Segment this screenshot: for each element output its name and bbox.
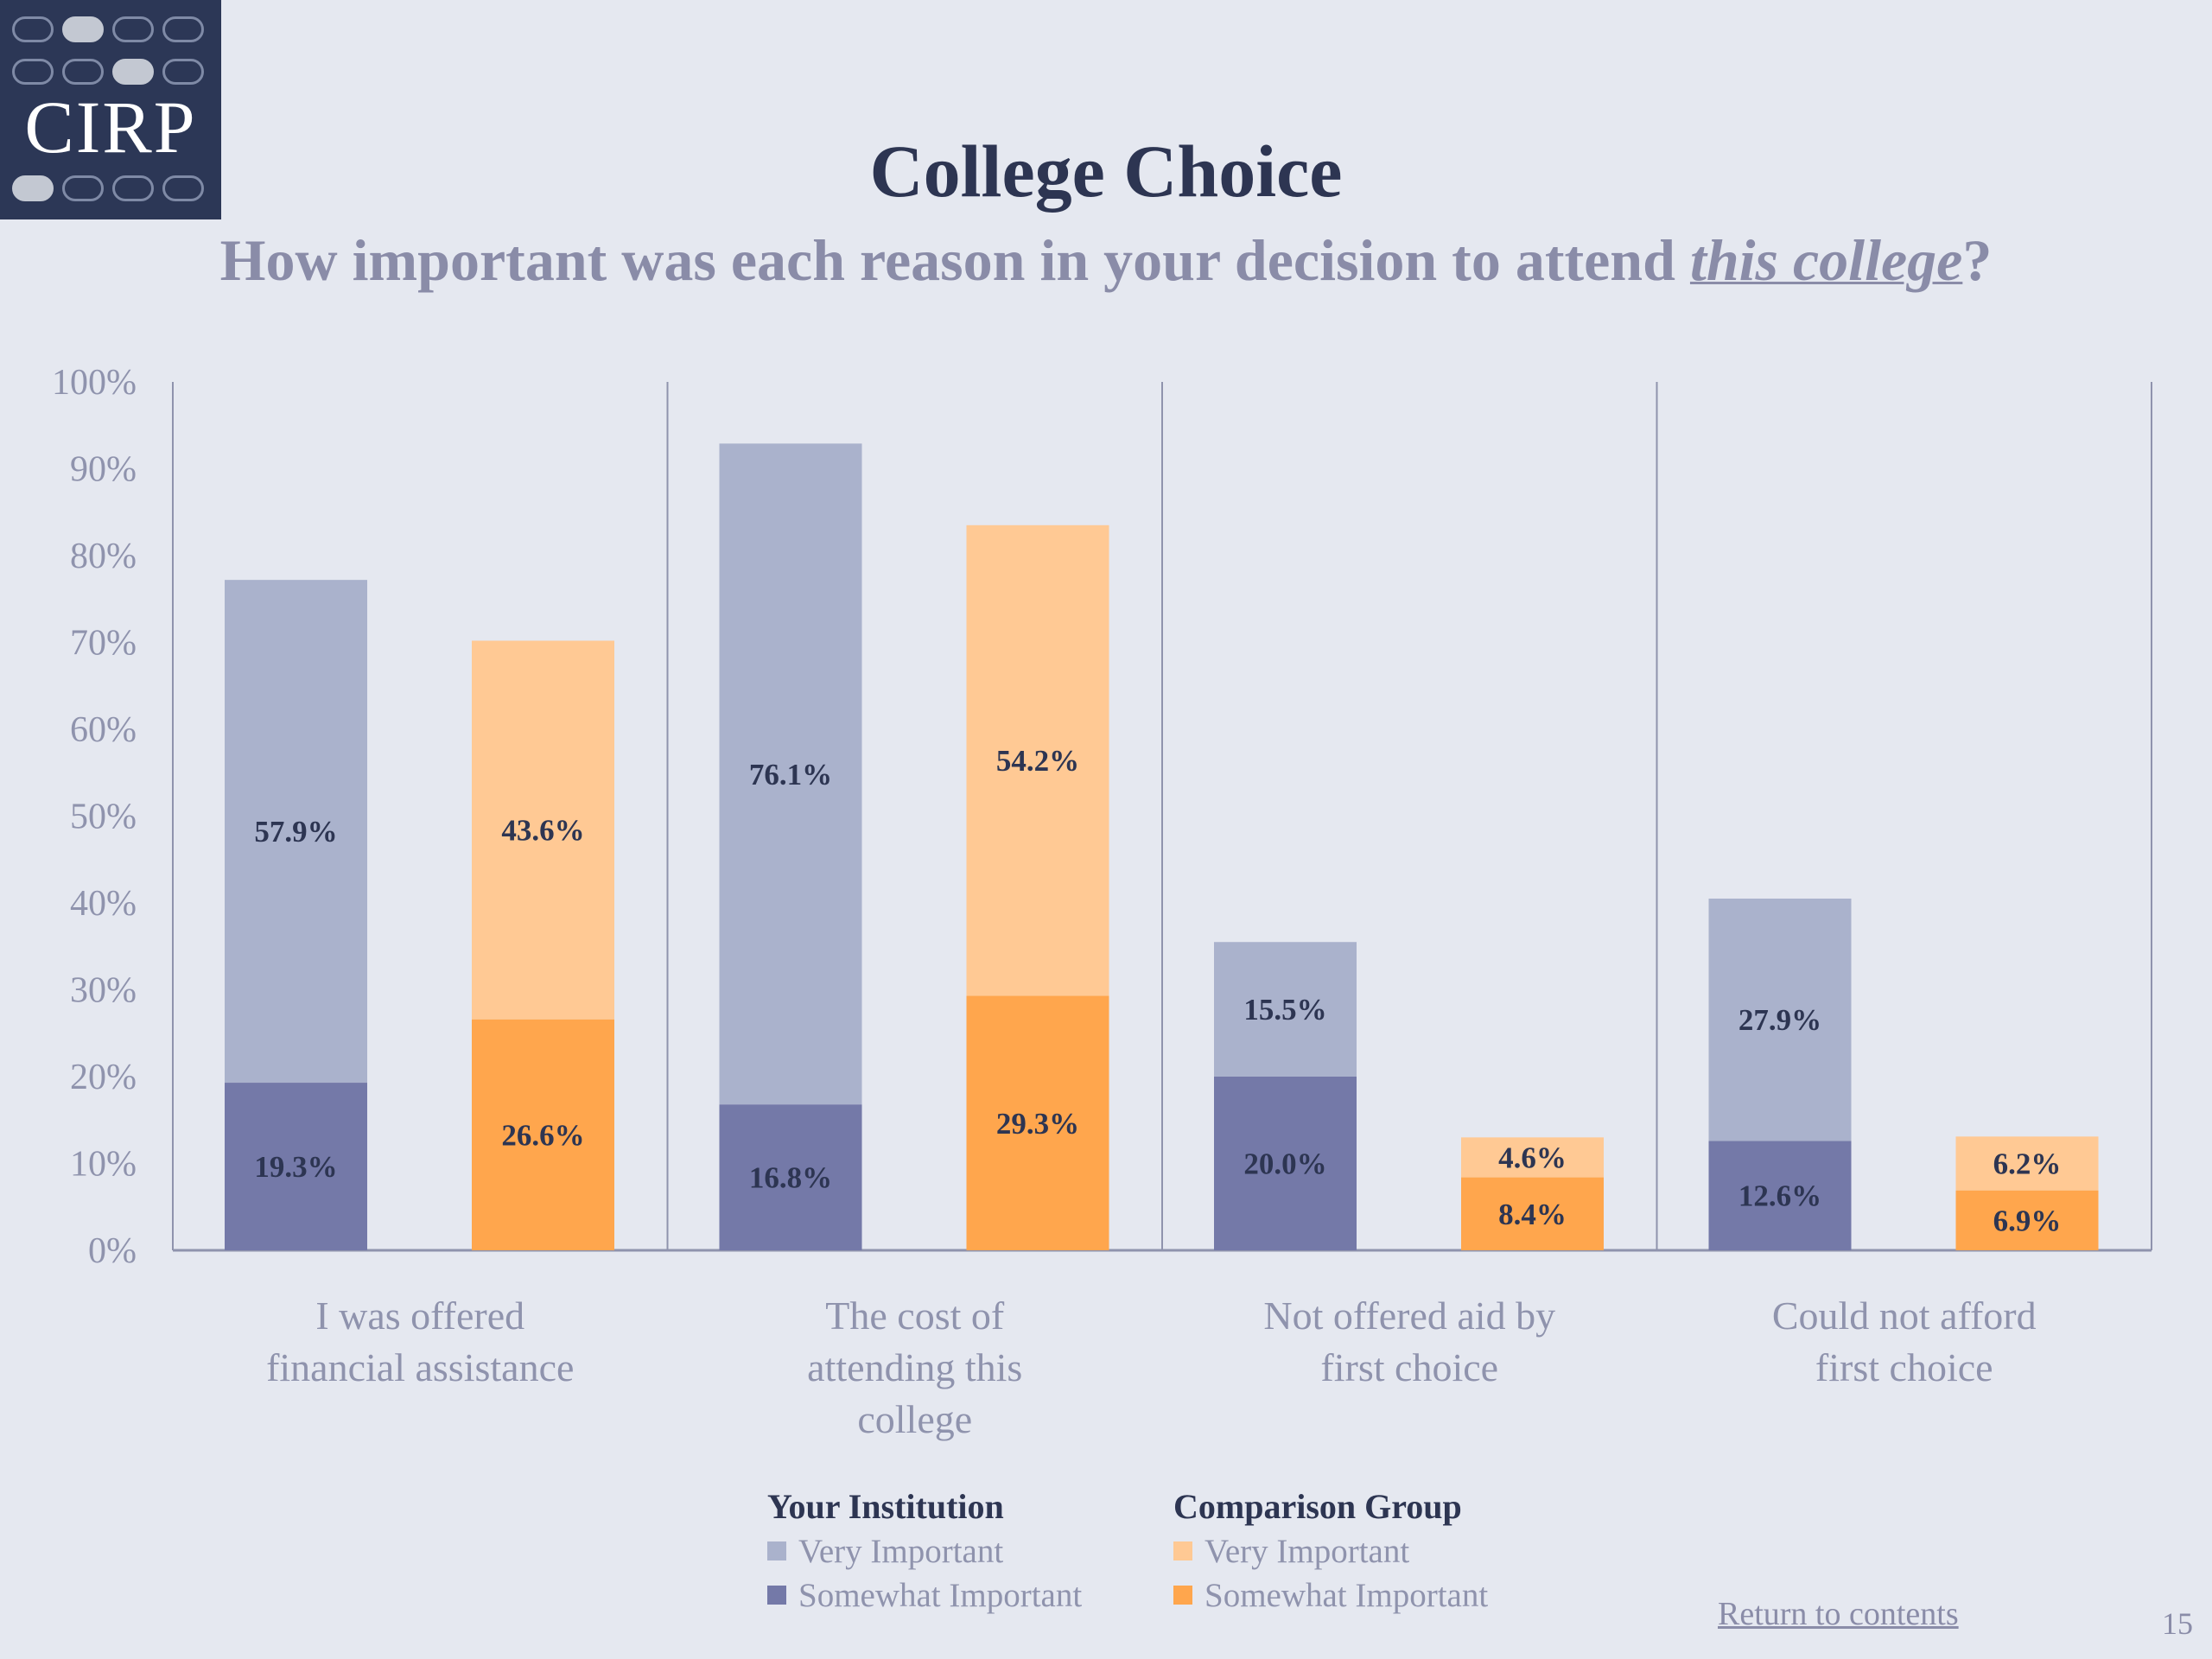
data-label: 6.2% [1993,1147,2062,1181]
bar-institution-somewhat [719,1104,862,1250]
y-tick-label: 90% [70,450,137,490]
bar-institution-somewhat [1708,1141,1852,1250]
legend-label: Very Important [798,1533,1004,1570]
subtitle-end: ? [1962,227,1993,293]
y-tick-label: 30% [70,971,137,1011]
legend-comparison-title: Comparison Group [1173,1487,1462,1526]
data-label: 16.8% [749,1161,832,1195]
legend-swatch [767,1586,786,1605]
bar-institution-somewhat [1214,1077,1357,1250]
logo-pill [112,59,154,85]
category-label: I was offered [315,1294,524,1338]
data-label: 6.9% [1993,1204,2062,1237]
category-label: financial assistance [266,1345,574,1389]
legend-item-inst-very: Very Important [767,1529,1082,1573]
logo-pill [62,175,104,201]
data-label: 43.6% [501,814,584,848]
bar-institution-very [719,443,862,1105]
data-label: 27.9% [1738,1003,1821,1037]
logo-pill [162,175,204,201]
data-label: 26.6% [501,1118,584,1152]
bar-institution-very [1708,898,1852,1141]
subtitle-emphasis: this college [1689,227,1963,293]
bar-institution-very [1214,942,1357,1077]
legend-institution-title: Your Institution [767,1487,1004,1526]
data-label: 15.5% [1243,993,1326,1027]
data-label: 20.0% [1243,1147,1326,1181]
y-tick-label: 60% [70,710,137,750]
y-tick-label: 0% [88,1231,137,1271]
logo-pill [12,59,54,85]
page-number: 15 [2162,1606,2193,1641]
y-tick-label: 70% [70,624,137,664]
logo-pill [62,16,104,42]
bar-comparison-somewhat [472,1019,614,1250]
logo-pill [112,16,154,42]
category-label: The cost of [825,1294,1005,1338]
category-label: Could not afford [1772,1294,2037,1338]
data-label: 76.1% [749,758,832,791]
stacked-bar-chart: 0% 10% 20% 30% 40% 50% 60% 70% 80% 90% 100% 19.3% 57… [52,363,2152,1441]
bar-comparison-somewhat [1955,1190,2099,1250]
data-label: 19.3% [254,1150,337,1184]
bar-comparison-very [472,640,614,1020]
bar-comparison-somewhat [1461,1177,1604,1250]
category-label: first choice [1320,1345,1498,1389]
logo-pill [162,59,204,85]
category-label: attending this [807,1345,1022,1389]
legend-institution: Your Institution Very Important Somewhat… [767,1484,1082,1618]
legend-comparison: Comparison Group Very Important Somewhat… [1173,1484,1488,1618]
y-tick-label: 10% [70,1145,137,1185]
category-label: college [857,1397,972,1441]
subtitle-text: How important was each reason in your de… [219,227,1690,293]
y-tick-label: 20% [70,1058,137,1097]
logo-text: CIRP [24,86,197,168]
y-tick-label: 50% [70,798,137,837]
bar-comparison-somewhat [966,995,1109,1250]
data-label: 8.4% [1498,1198,1567,1231]
return-to-contents-link[interactable]: Return to contents [1718,1596,1959,1632]
data-label: 4.6% [1498,1141,1567,1174]
legend-label: Very Important [1205,1533,1410,1570]
bar-comparison-very [966,524,1109,996]
page-subtitle: How important was each reason in your de… [0,226,2212,295]
data-label: 54.2% [996,744,1079,778]
y-tick-label: 40% [70,884,137,924]
y-tick-label: 100% [52,363,137,403]
legend-label: Somewhat Important [1205,1577,1489,1614]
page-title: College Choice [869,130,1343,213]
legend-item-inst-somewhat: Somewhat Important [767,1573,1082,1618]
legend-item-comp-very: Very Important [1173,1529,1488,1573]
legend-swatch [767,1541,786,1560]
logo-pill [12,175,54,201]
logo-pill [112,175,154,201]
legend-label: Somewhat Important [798,1577,1083,1614]
bar-comparison-very [1461,1137,1604,1178]
logo-pill [162,16,204,42]
legend-swatch [1173,1586,1192,1605]
data-label: 29.3% [996,1107,1079,1141]
bar-institution-somewhat [225,1083,367,1250]
logo-pill [62,59,104,85]
data-label: 12.6% [1738,1179,1821,1213]
legend-item-comp-somewhat: Somewhat Important [1173,1573,1488,1618]
data-label: 57.9% [254,815,337,849]
y-tick-label: 80% [70,537,137,576]
bar-comparison-very [1955,1136,2099,1191]
cirp-logo: CIRP [0,0,221,219]
legend-swatch [1173,1541,1192,1560]
bar-institution-very [225,580,367,1084]
logo-pill [12,16,54,42]
category-label: first choice [1815,1345,1993,1389]
category-label: Not offered aid by [1263,1294,1555,1338]
